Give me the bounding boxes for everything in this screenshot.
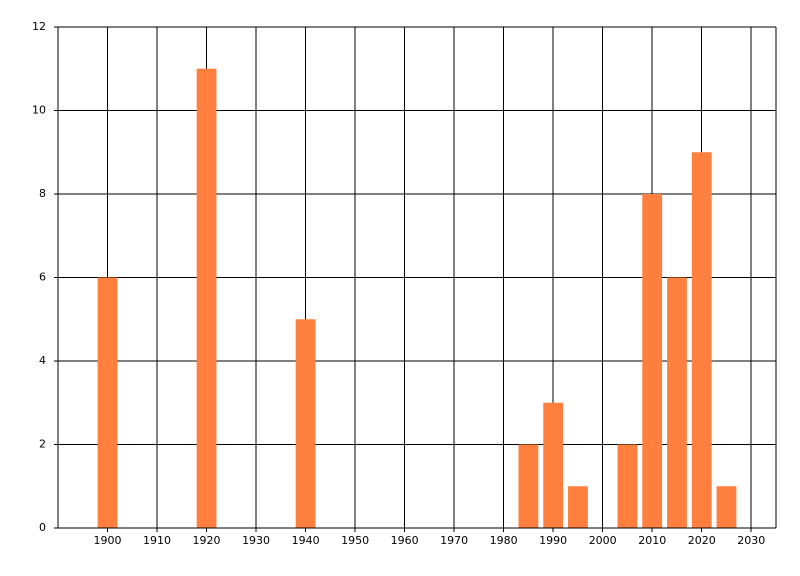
bar bbox=[518, 444, 539, 528]
x-tick-label: 1940 bbox=[292, 534, 320, 547]
x-tick-label: 1920 bbox=[193, 534, 221, 547]
y-tick-label: 0 bbox=[39, 521, 46, 534]
x-tick-label: 2000 bbox=[589, 534, 617, 547]
x-tick-label: 1960 bbox=[391, 534, 419, 547]
x-tick-label: 1950 bbox=[341, 534, 369, 547]
y-tick-label: 10 bbox=[32, 104, 46, 117]
y-tick-label: 6 bbox=[39, 271, 46, 284]
y-tick-label: 12 bbox=[32, 20, 46, 33]
bar bbox=[295, 319, 316, 528]
bar bbox=[716, 486, 737, 528]
bar bbox=[196, 68, 217, 528]
bar bbox=[667, 277, 687, 528]
x-tick-label: 1900 bbox=[94, 534, 122, 547]
y-tick-label: 4 bbox=[39, 354, 46, 367]
x-tick-label: 1970 bbox=[440, 534, 468, 547]
x-tick-label: 2010 bbox=[638, 534, 666, 547]
x-tick-label: 2030 bbox=[737, 534, 765, 547]
bar bbox=[617, 444, 638, 528]
bar bbox=[543, 402, 564, 528]
x-tick-label: 1910 bbox=[143, 534, 171, 547]
bar bbox=[642, 194, 663, 528]
bar bbox=[568, 486, 588, 528]
bar bbox=[97, 277, 118, 528]
x-tick-label: 1930 bbox=[242, 534, 270, 547]
bar bbox=[691, 152, 712, 528]
y-tick-label: 2 bbox=[39, 438, 46, 451]
x-tick-label: 2020 bbox=[688, 534, 716, 547]
x-tick-label: 1980 bbox=[490, 534, 518, 547]
x-tick-label: 1990 bbox=[539, 534, 567, 547]
y-tick-label: 8 bbox=[39, 187, 46, 200]
